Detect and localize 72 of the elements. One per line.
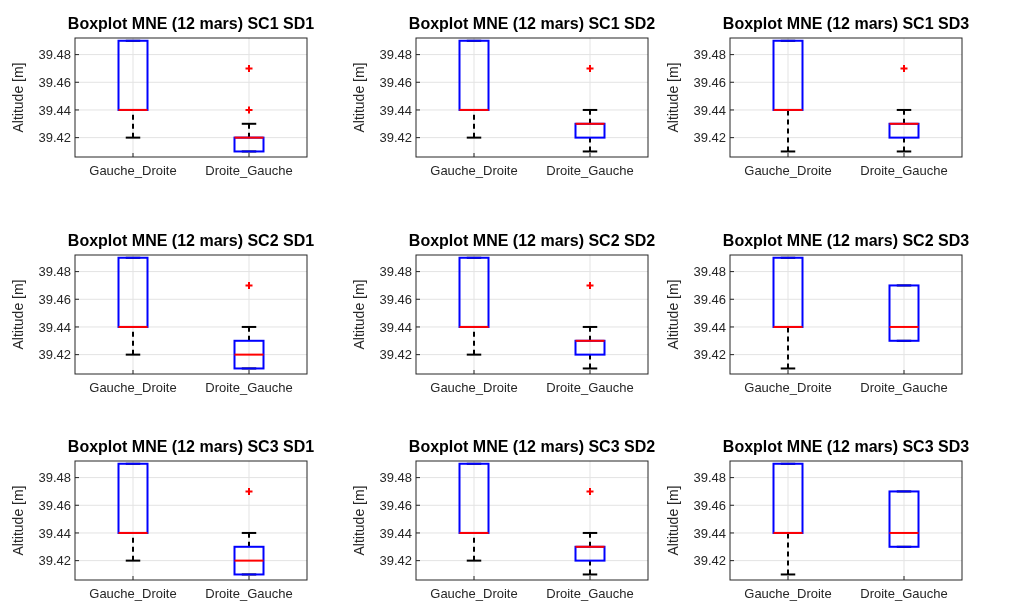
chart-title: Boxplot MNE (12 mars) SC3 SD1 [67,438,315,455]
y-tick-label: 39.44 [38,525,71,541]
y-tick-label: 39.46 [379,291,412,307]
y-axis-title: Altitude [m] [10,485,26,556]
y-tick-label: 39.48 [379,47,412,63]
y-tick-label: 39.48 [693,47,726,63]
x-tick-label: Droite_Gauche [205,586,293,601]
y-tick-label: 39.42 [38,130,71,146]
x-tick-label: Droite_Gauche [860,380,948,395]
y-tick-label: 39.46 [693,291,726,307]
y-axis-title: Altitude [m] [10,62,26,133]
y-tick-label: 39.46 [38,497,71,513]
y-tick-label: 39.42 [693,553,726,569]
y-tick-label: 39.44 [38,319,71,335]
y-axis-title: Altitude [m] [351,485,367,556]
chart-title: Boxplot MNE (12 mars) SC3 SD2 [408,438,656,455]
y-tick-label: 39.44 [693,319,726,335]
chart-title: Boxplot MNE (12 mars) SC2 SD1 [67,232,315,249]
y-tick-label: 39.42 [379,553,412,569]
y-axis-title: Altitude [m] [351,279,367,350]
x-tick-label: Gauche_Droite [89,163,177,178]
chart-title: Boxplot MNE (12 mars) SC2 SD3 [722,232,970,249]
x-tick-label: Gauche_Droite [89,586,177,601]
y-axis-title: Altitude [m] [665,62,681,133]
x-tick-label: Gauche_Droite [430,163,518,178]
y-tick-label: 39.44 [693,525,726,541]
y-tick-label: 39.44 [379,525,412,541]
chart-title: Boxplot MNE (12 mars) SC3 SD3 [722,438,970,455]
y-tick-label: 39.46 [38,291,71,307]
x-tick-label: Droite_Gauche [205,163,293,178]
chart-title: Boxplot MNE (12 mars) SC1 SD1 [67,15,315,32]
y-tick-label: 39.42 [38,553,71,569]
x-tick-label: Gauche_Droite [89,380,177,395]
y-axis-title: Altitude [m] [351,62,367,133]
x-tick-label: Gauche_Droite [430,586,518,601]
y-tick-label: 39.44 [379,102,412,118]
x-tick-label: Droite_Gauche [546,163,634,178]
x-tick-label: Droite_Gauche [205,380,293,395]
y-tick-label: 39.48 [379,264,412,280]
x-tick-label: Gauche_Droite [744,380,832,395]
chart-title: Boxplot MNE (12 mars) SC1 SD2 [408,15,656,32]
chart-title: Boxplot MNE (12 mars) SC2 SD2 [408,232,656,249]
y-tick-label: 39.42 [379,130,412,146]
x-tick-label: Gauche_Droite [430,380,518,395]
y-tick-label: 39.46 [693,497,726,513]
y-axis-title: Altitude [m] [665,485,681,556]
y-tick-label: 39.42 [38,347,71,363]
chart-title: Boxplot MNE (12 mars) SC1 SD3 [722,15,970,32]
x-tick-label: Gauche_Droite [744,586,832,601]
y-tick-label: 39.44 [379,319,412,335]
y-tick-label: 39.48 [38,470,71,486]
x-tick-label: Droite_Gauche [546,380,634,395]
y-axis-title: Altitude [m] [665,279,681,350]
x-tick-label: Droite_Gauche [546,586,634,601]
y-tick-label: 39.46 [379,497,412,513]
y-tick-label: 39.44 [693,102,726,118]
y-tick-label: 39.42 [693,347,726,363]
y-tick-label: 39.48 [693,264,726,280]
x-tick-label: Gauche_Droite [744,163,832,178]
y-axis-title: Altitude [m] [10,279,26,350]
y-tick-label: 39.44 [38,102,71,118]
y-tick-label: 39.48 [379,470,412,486]
y-tick-label: 39.48 [38,47,71,63]
y-tick-label: 39.46 [693,74,726,90]
x-tick-label: Droite_Gauche [860,586,948,601]
y-tick-label: 39.42 [693,130,726,146]
y-tick-label: 39.46 [38,74,71,90]
y-tick-label: 39.42 [379,347,412,363]
x-tick-label: Droite_Gauche [860,163,948,178]
y-tick-label: 39.48 [38,264,71,280]
y-tick-label: 39.48 [693,470,726,486]
y-tick-label: 39.46 [379,74,412,90]
